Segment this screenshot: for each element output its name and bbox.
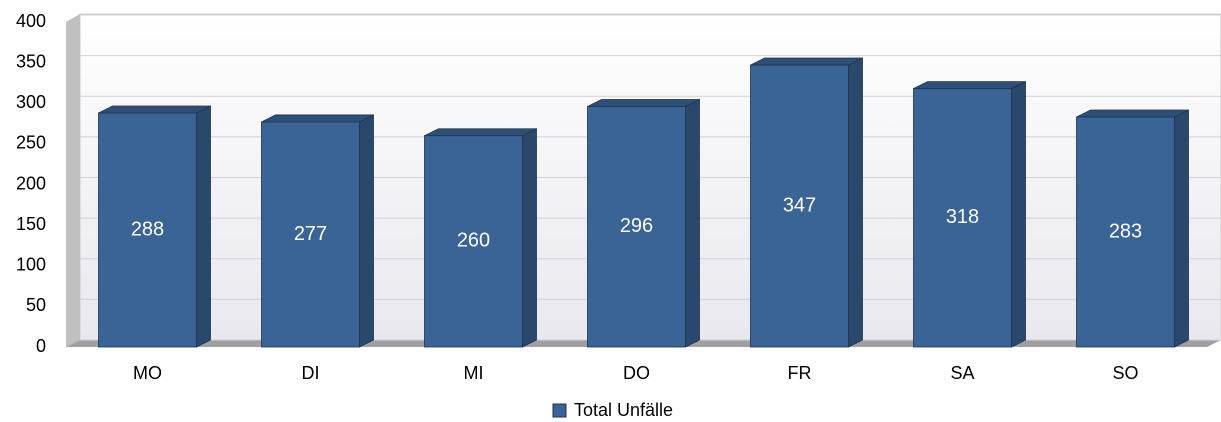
- data-label: 347: [783, 194, 816, 216]
- bar-side: [685, 98, 700, 348]
- bar: [98, 112, 197, 348]
- legend-label: Total Unfälle: [574, 400, 673, 420]
- x-tick-label: FR: [788, 363, 812, 383]
- bar-top: [98, 105, 211, 114]
- bar-side: [196, 105, 211, 348]
- bar-top: [913, 81, 1026, 90]
- bar-top: [424, 128, 537, 137]
- data-label: 277: [294, 223, 327, 245]
- y-tick-label: 400: [16, 11, 46, 31]
- bar-side: [359, 114, 374, 348]
- bar-top: [261, 114, 374, 123]
- x-tick-label: MI: [464, 363, 484, 383]
- y-tick-label: 100: [16, 255, 46, 275]
- bar: [913, 88, 1012, 348]
- bar-top: [750, 57, 863, 66]
- data-label: 283: [1109, 220, 1142, 242]
- x-tick-label: SO: [1112, 363, 1138, 383]
- data-label: 318: [946, 206, 979, 228]
- y-tick-label: 250: [16, 133, 46, 153]
- bar: [1076, 116, 1175, 348]
- data-label: 260: [457, 230, 490, 252]
- bar-side: [1174, 109, 1189, 348]
- bar-side: [848, 57, 863, 348]
- bar: [261, 121, 360, 348]
- bar-top: [1076, 109, 1189, 118]
- data-label: 288: [131, 218, 164, 240]
- x-tick-label: MO: [133, 363, 162, 383]
- x-tick-label: DI: [302, 363, 320, 383]
- bar: [587, 106, 686, 348]
- y-tick-label: 300: [16, 92, 46, 112]
- y-tick-label: 200: [16, 173, 46, 193]
- y-tick-label: 350: [16, 51, 46, 71]
- x-tick-label: DO: [623, 363, 650, 383]
- bar-side: [522, 128, 537, 348]
- bar-side: [1011, 80, 1026, 348]
- y-tick-label: 50: [26, 295, 46, 315]
- bar: [424, 135, 523, 348]
- legend-swatch: [552, 403, 567, 418]
- y-tick-label: 0: [36, 336, 46, 356]
- data-label: 296: [620, 215, 653, 237]
- bar: [750, 64, 849, 348]
- bar-top: [587, 99, 700, 107]
- y-tick-label: 150: [16, 214, 46, 234]
- x-tick-label: SA: [950, 363, 974, 383]
